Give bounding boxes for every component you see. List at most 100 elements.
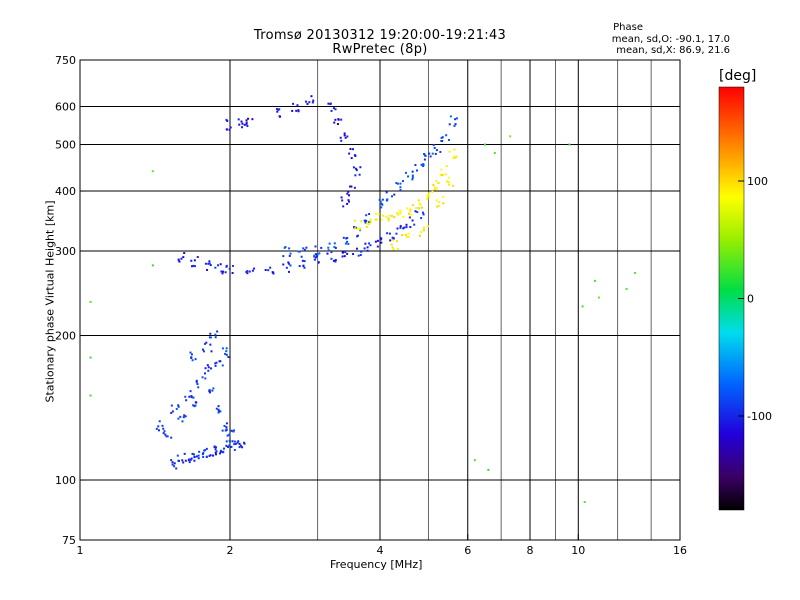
data-point bbox=[445, 180, 448, 183]
data-point bbox=[423, 152, 426, 155]
data-point bbox=[305, 100, 308, 103]
data-point bbox=[377, 213, 380, 216]
data-point bbox=[411, 204, 414, 207]
data-point bbox=[330, 109, 333, 112]
data-point bbox=[376, 239, 379, 242]
data-point bbox=[342, 236, 345, 239]
data-point bbox=[397, 213, 400, 216]
data-point bbox=[348, 194, 351, 197]
data-point bbox=[423, 158, 426, 161]
data-point bbox=[432, 184, 435, 187]
data-point bbox=[170, 404, 173, 407]
data-point bbox=[435, 149, 438, 152]
data-point bbox=[184, 415, 187, 418]
data-point bbox=[190, 353, 193, 356]
data-point bbox=[343, 134, 346, 137]
data-point bbox=[306, 102, 309, 105]
data-point bbox=[593, 279, 596, 282]
data-point bbox=[275, 107, 278, 110]
data-point bbox=[327, 102, 330, 105]
data-point bbox=[296, 104, 299, 107]
data-point bbox=[445, 134, 448, 137]
data-point bbox=[170, 436, 173, 439]
data-point bbox=[221, 347, 224, 350]
data-point bbox=[422, 226, 425, 229]
data-point bbox=[175, 407, 178, 410]
data-point bbox=[449, 115, 452, 118]
data-point bbox=[228, 128, 231, 131]
data-point bbox=[389, 239, 392, 242]
data-point bbox=[393, 193, 396, 196]
data-point bbox=[435, 179, 438, 182]
data-point bbox=[233, 440, 236, 443]
data-point bbox=[210, 367, 213, 370]
data-point bbox=[194, 358, 197, 361]
data-point bbox=[282, 255, 285, 258]
colorbar-tick-label: -100 bbox=[747, 410, 772, 423]
data-point bbox=[448, 150, 451, 153]
data-point bbox=[162, 432, 165, 435]
data-point bbox=[246, 270, 249, 273]
data-point bbox=[399, 210, 402, 213]
data-point bbox=[422, 163, 425, 166]
data-point bbox=[356, 227, 359, 230]
data-point bbox=[440, 136, 443, 139]
data-point bbox=[170, 459, 173, 462]
data-point bbox=[343, 132, 346, 135]
y-tick-label: 100 bbox=[55, 474, 76, 487]
data-point bbox=[440, 168, 443, 171]
data-point bbox=[625, 288, 628, 291]
colorbar-tick-label: 100 bbox=[747, 175, 768, 188]
data-point bbox=[381, 198, 384, 201]
data-point bbox=[583, 500, 586, 503]
data-point bbox=[225, 350, 228, 353]
data-point bbox=[314, 253, 317, 256]
data-point bbox=[226, 434, 229, 437]
data-point bbox=[433, 186, 436, 189]
data-point bbox=[204, 367, 207, 370]
data-point bbox=[447, 176, 450, 179]
data-point bbox=[202, 452, 205, 455]
data-point bbox=[278, 108, 281, 111]
data-point bbox=[336, 123, 339, 126]
data-point bbox=[209, 264, 212, 267]
data-point bbox=[374, 240, 377, 243]
data-point bbox=[367, 223, 370, 226]
data-point bbox=[437, 204, 440, 207]
data-point bbox=[218, 452, 221, 455]
data-point bbox=[429, 155, 432, 158]
data-point bbox=[158, 420, 161, 423]
data-point bbox=[407, 232, 410, 235]
data-point bbox=[221, 451, 224, 454]
data-point bbox=[233, 448, 236, 451]
data-point bbox=[357, 254, 360, 257]
data-point bbox=[241, 446, 244, 449]
data-point bbox=[217, 408, 220, 411]
data-point bbox=[432, 143, 435, 146]
data-point bbox=[230, 445, 233, 448]
data-point bbox=[302, 247, 305, 250]
data-point bbox=[311, 101, 314, 104]
data-point bbox=[214, 446, 217, 449]
data-point bbox=[196, 383, 199, 386]
data-point bbox=[204, 262, 207, 265]
data-point bbox=[366, 246, 369, 249]
data-point bbox=[227, 446, 230, 449]
data-point bbox=[211, 389, 214, 392]
data-point bbox=[350, 185, 353, 188]
data-point bbox=[162, 427, 165, 430]
data-point bbox=[411, 176, 414, 179]
data-point bbox=[209, 391, 212, 394]
data-point bbox=[216, 330, 219, 333]
data-point bbox=[301, 259, 304, 262]
data-point bbox=[214, 266, 217, 269]
data-points bbox=[89, 95, 637, 503]
data-point bbox=[183, 414, 186, 417]
data-point bbox=[411, 178, 414, 181]
data-point bbox=[190, 395, 193, 398]
data-point bbox=[291, 109, 294, 112]
data-point bbox=[202, 455, 205, 458]
data-point bbox=[428, 192, 431, 195]
data-point bbox=[310, 95, 313, 98]
data-point bbox=[350, 157, 353, 160]
